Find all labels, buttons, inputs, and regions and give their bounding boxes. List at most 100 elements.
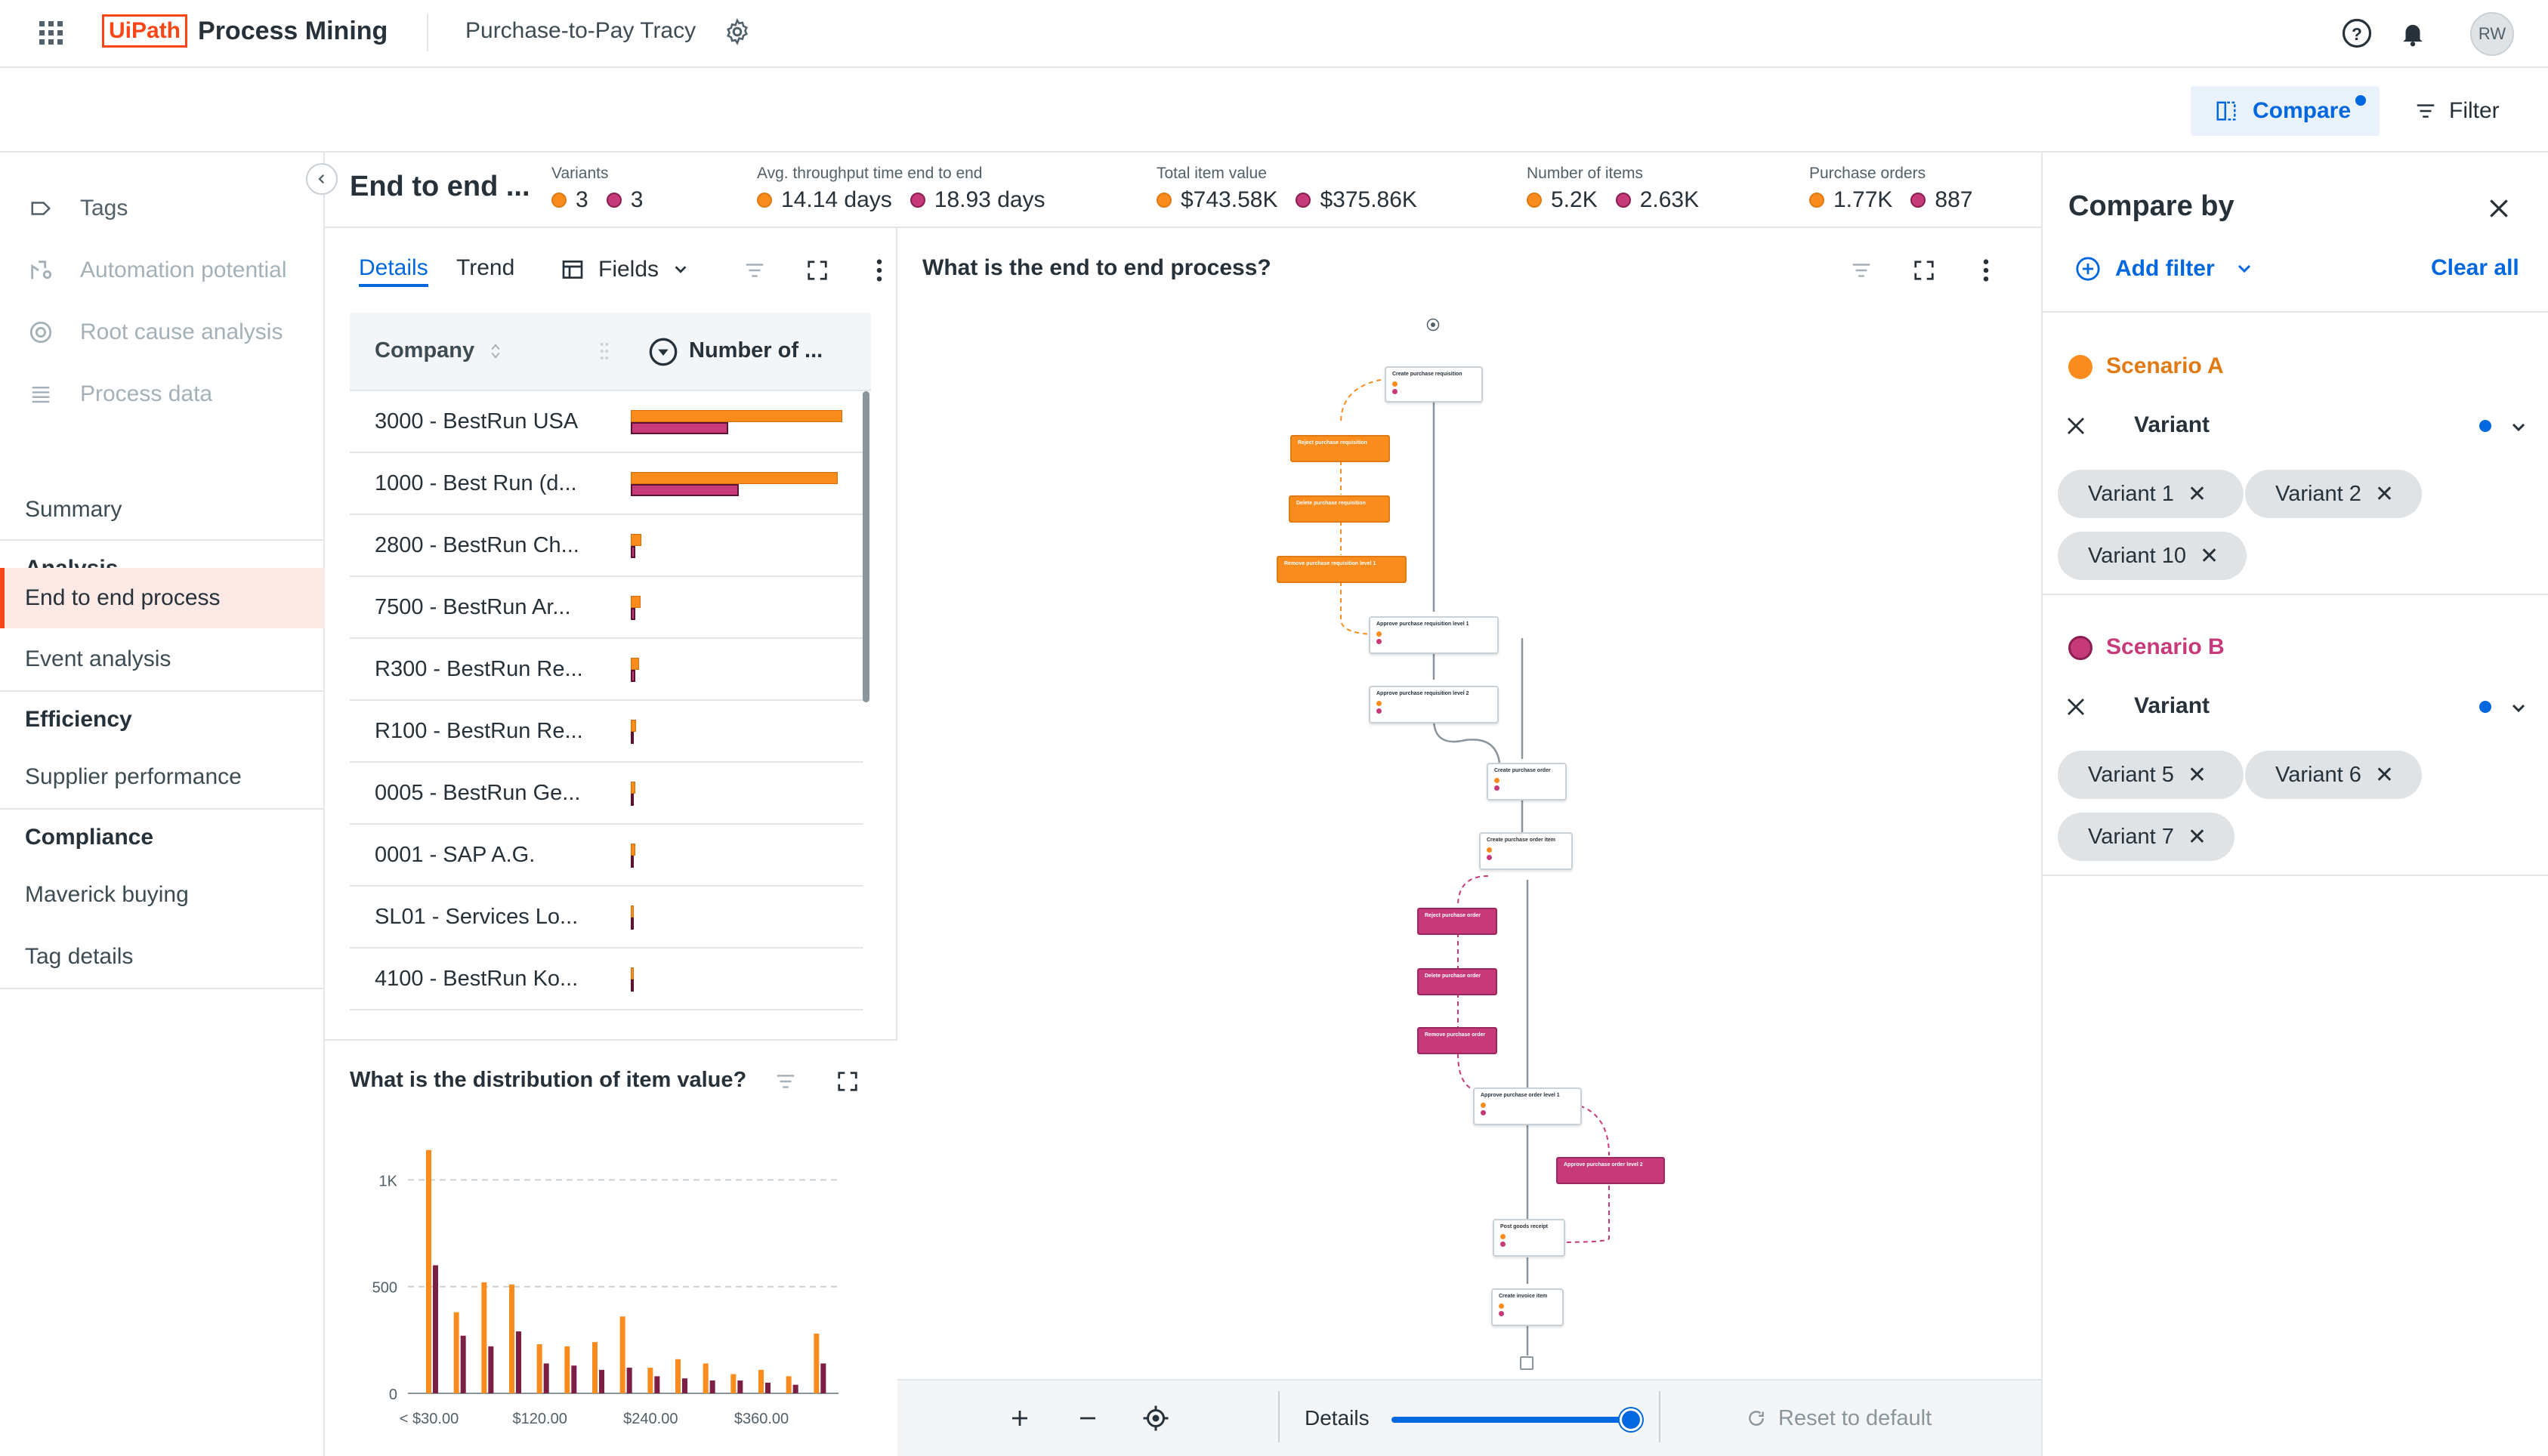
- sidebar-tool-automation[interactable]: Automation potential: [0, 239, 325, 301]
- table-row[interactable]: R100 - BestRun Re...: [350, 701, 863, 763]
- scenario-a-dot: [1527, 193, 1542, 208]
- scenario-a-bar: [631, 844, 635, 856]
- zoom-in-icon[interactable]: [1005, 1403, 1035, 1433]
- variant-chip[interactable]: Variant 10 ✕: [2058, 532, 2247, 580]
- fullscreen-icon[interactable]: [1909, 255, 1939, 285]
- table-row[interactable]: R300 - BestRun Re...: [350, 639, 863, 701]
- scenario-a-dot: [1499, 1303, 1504, 1309]
- close-icon[interactable]: [2482, 192, 2516, 225]
- help-icon[interactable]: ?: [2340, 17, 2374, 50]
- table-row[interactable]: 3000 - BestRun USA: [350, 391, 863, 453]
- filter-lines-icon[interactable]: [771, 1066, 801, 1097]
- process-activity-node[interactable]: Approve purchase order level 1: [1473, 1087, 1582, 1125]
- more-vertical-icon[interactable]: [864, 255, 894, 285]
- uipath-logo[interactable]: UiPath Process Mining: [102, 14, 388, 48]
- chip-close-icon[interactable]: ✕: [2187, 824, 2207, 850]
- recenter-icon[interactable]: [1141, 1403, 1171, 1433]
- filter-button[interactable]: Filter: [2402, 86, 2523, 136]
- drag-handle-icon[interactable]: [595, 338, 613, 364]
- details-slider[interactable]: [1391, 1408, 1642, 1431]
- reset-to-default-button[interactable]: Reset to default: [1745, 1402, 1932, 1435]
- compare-button[interactable]: Compare: [2191, 86, 2380, 136]
- activity-label: Delete purchase order: [1425, 973, 1481, 979]
- process-activity-node[interactable]: Remove purchase order: [1417, 1027, 1497, 1054]
- remove-filter-icon[interactable]: [2061, 692, 2091, 722]
- sidebar-item-summary[interactable]: Summary: [25, 497, 122, 522]
- chip-close-icon[interactable]: ✕: [2374, 481, 2395, 507]
- sidebar-item-end-to-end-process[interactable]: End to end process: [0, 568, 325, 628]
- table-scrollbar[interactable]: [863, 391, 869, 702]
- table-row[interactable]: SL01 - Services Lo...: [350, 887, 863, 949]
- process-activity-node[interactable]: Delete purchase requisition: [1289, 495, 1390, 523]
- tab-trend[interactable]: Trend: [456, 255, 515, 280]
- details-slider-thumb[interactable]: [1620, 1408, 1642, 1431]
- variant-chip[interactable]: Variant 5 ✕: [2058, 751, 2244, 799]
- scenario-b-histogram-bar: [460, 1335, 466, 1393]
- sidebar-tool-tags[interactable]: Tags: [0, 177, 325, 239]
- sidebar-item-supplier-performance[interactable]: Supplier performance: [25, 764, 242, 789]
- add-filter-button[interactable]: Add filter: [2074, 252, 2256, 285]
- process-activity-node[interactable]: Delete purchase order: [1417, 968, 1497, 995]
- kpi-b: 3: [630, 187, 644, 212]
- more-vertical-icon[interactable]: [1971, 255, 2001, 285]
- chevron-down-icon[interactable]: [2505, 695, 2532, 722]
- app-launcher-icon[interactable]: [36, 18, 66, 48]
- activity-count-dots: [1499, 1303, 1504, 1316]
- table-row[interactable]: 2800 - BestRun Ch...: [350, 515, 863, 577]
- sort-icon[interactable]: [486, 340, 505, 362]
- chip-close-icon[interactable]: ✕: [2374, 762, 2395, 788]
- collapse-sidebar-button[interactable]: [306, 163, 338, 195]
- process-activity-node[interactable]: Create invoice item: [1491, 1288, 1564, 1326]
- filter-lines-icon[interactable]: [1846, 255, 1876, 285]
- table-row[interactable]: 0005 - BestRun Ge...: [350, 763, 863, 825]
- sidebar-tool-process-data[interactable]: Process data: [0, 363, 325, 425]
- column-header-number[interactable]: Number of ...: [689, 338, 823, 362]
- scenario-a-bar: [631, 410, 842, 422]
- avatar[interactable]: RW: [2470, 12, 2514, 56]
- chip-close-icon[interactable]: ✕: [2187, 481, 2207, 507]
- variant-chip[interactable]: Variant 2 ✕: [2245, 470, 2422, 518]
- scenario-b-dot: [1376, 708, 1382, 714]
- process-activity-node[interactable]: Create purchase requisition: [1385, 366, 1483, 403]
- sidebar-item-tag-details[interactable]: Tag details: [25, 944, 134, 969]
- table-row[interactable]: 7500 - BestRun Ar...: [350, 577, 863, 639]
- variant-chip[interactable]: Variant 6 ✕: [2245, 751, 2422, 799]
- process-activity-node[interactable]: Approve purchase requisition level 2: [1369, 686, 1499, 723]
- tab-details[interactable]: Details: [359, 255, 428, 287]
- scenario-a-histogram-bar: [703, 1363, 709, 1393]
- sort-descending-icon[interactable]: [647, 335, 680, 369]
- process-activity-node[interactable]: Create purchase order: [1487, 763, 1567, 800]
- target-icon: [26, 317, 56, 347]
- chip-close-icon[interactable]: ✕: [2200, 543, 2219, 569]
- x-tick-label: < $30.00: [400, 1411, 459, 1427]
- bell-icon[interactable]: [2396, 17, 2429, 50]
- fullscreen-icon[interactable]: [832, 1066, 863, 1097]
- zoom-out-icon[interactable]: [1073, 1403, 1103, 1433]
- process-activity-node[interactable]: Reject purchase order: [1417, 908, 1497, 935]
- process-activity-node[interactable]: Approve purchase requisition level 1: [1369, 616, 1499, 654]
- sidebar-tool-root-cause[interactable]: Root cause analysis: [0, 301, 325, 363]
- sidebar-item-maverick-buying[interactable]: Maverick buying: [25, 882, 189, 907]
- process-activity-node[interactable]: Approve purchase order level 2: [1556, 1157, 1665, 1184]
- column-header-company[interactable]: Company: [375, 338, 475, 362]
- chip-close-icon[interactable]: ✕: [2187, 762, 2207, 788]
- process-activity-node[interactable]: Reject purchase requisition: [1290, 435, 1390, 462]
- clear-all-button[interactable]: Clear all: [2431, 255, 2519, 280]
- table-row[interactable]: 4100 - BestRun Ko...: [350, 949, 863, 1010]
- remove-filter-icon[interactable]: [2061, 411, 2091, 441]
- sidebar-item-event-analysis[interactable]: Event analysis: [25, 646, 171, 671]
- chevron-down-icon: [2233, 258, 2256, 280]
- filter-lines-icon[interactable]: [740, 255, 770, 285]
- table-row[interactable]: 1000 - Best Run (d...: [350, 453, 863, 515]
- process-activity-node[interactable]: Remove purchase requisition level 1: [1277, 556, 1407, 583]
- fullscreen-icon[interactable]: [802, 255, 832, 285]
- chevron-down-icon[interactable]: [2505, 414, 2532, 441]
- end-node-icon: [1520, 1356, 1533, 1370]
- gear-icon[interactable]: [722, 17, 752, 47]
- process-activity-node[interactable]: Create purchase order item: [1479, 832, 1573, 870]
- fields-dropdown[interactable]: Fields: [559, 251, 692, 288]
- table-row[interactable]: 0001 - SAP A.G.: [350, 825, 863, 887]
- variant-chip[interactable]: Variant 1 ✕: [2058, 470, 2244, 518]
- variant-chip[interactable]: Variant 7 ✕: [2058, 813, 2235, 861]
- process-activity-node[interactable]: Post goods receipt: [1493, 1219, 1565, 1257]
